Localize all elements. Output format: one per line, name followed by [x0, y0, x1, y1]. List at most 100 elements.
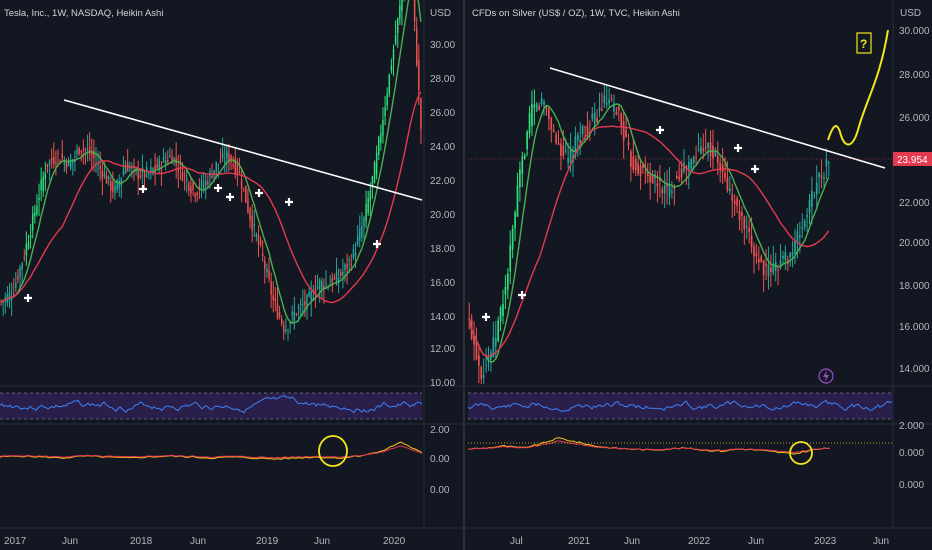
candle-body [156, 164, 158, 168]
candle-body [289, 323, 291, 325]
candle-body [211, 175, 213, 178]
candle-body [74, 156, 76, 158]
lightning-icon[interactable] [818, 368, 834, 384]
left-time-axis[interactable]: 2017 Jun 2018 Jun 2019 Jun 2020 [4, 536, 406, 547]
candle-body [152, 168, 154, 174]
left-price-tick: 10.00 [430, 378, 455, 389]
candle-body [105, 175, 108, 184]
candle-body [249, 208, 251, 221]
candle-body [38, 197, 40, 201]
candle-body [253, 224, 255, 227]
candle-body [620, 113, 623, 126]
right-price-tick: 22.000 [899, 198, 930, 209]
left-price-tick: 14.00 [430, 312, 455, 323]
candle-body [521, 156, 524, 174]
candle-body [261, 253, 264, 256]
candle-body [482, 375, 485, 378]
candle-body [158, 159, 161, 169]
signal-cross [518, 291, 526, 299]
right-price-tick: 18.000 [899, 281, 930, 292]
candle-body [278, 312, 281, 318]
right-time-axis[interactable]: Jul 2021 Jun 2022 Jun 2023 Jun [510, 536, 889, 547]
candle-body [567, 158, 569, 163]
right-currency-label: USD [900, 8, 921, 19]
right-price-axis[interactable]: 30.000 28.000 26.000 22.000 20.000 18.00… [899, 26, 930, 491]
osc-fast-line [0, 441, 423, 460]
candle-body [750, 235, 753, 248]
candle-body [323, 285, 325, 289]
candle-body [304, 301, 306, 306]
candle-body [202, 184, 205, 189]
candle-body [731, 194, 734, 201]
right-time-tick: 2023 [814, 536, 837, 547]
candle-body [574, 136, 577, 156]
candle-body [34, 212, 36, 217]
candle-body [316, 285, 319, 289]
candle-body [564, 149, 567, 152]
candle-body [683, 162, 685, 172]
candle-body [823, 177, 825, 179]
candle-body [555, 134, 557, 144]
candle-body [581, 126, 584, 134]
candle-body [36, 206, 38, 215]
candle-body [709, 142, 712, 157]
candle-body [719, 162, 722, 171]
candle-body [646, 172, 649, 176]
candle-body [232, 164, 234, 166]
candle-body [543, 101, 545, 105]
right-osc-tick: 2.000 [899, 421, 924, 432]
question-box [856, 32, 872, 54]
candle-body [468, 318, 471, 320]
candle-body [44, 173, 47, 179]
candle-body [811, 190, 813, 208]
candle-body [753, 246, 755, 257]
candle-body [264, 261, 266, 269]
candle-body [171, 156, 173, 164]
right-price-tick: 30.000 [899, 26, 930, 37]
candle-body [135, 168, 137, 173]
candle-body [825, 159, 828, 166]
candle-body [610, 97, 613, 99]
candle-body [384, 106, 386, 117]
candle-body [540, 98, 543, 104]
signal-cross [24, 294, 32, 302]
right-time-tick: Jun [624, 536, 640, 547]
candle-body [801, 227, 804, 229]
left-chart-title[interactable]: Tesla, Inc., 1W, NASDAQ, Heikin Ashi [4, 8, 163, 19]
candle-body [88, 146, 91, 155]
candle-body [148, 172, 150, 174]
candle-body [782, 256, 784, 259]
candle-body [17, 276, 19, 280]
candle-body [765, 263, 767, 266]
candle-body [475, 340, 478, 360]
candle-body [19, 267, 21, 277]
ma-fast-line [0, 0, 422, 324]
candle-body [359, 228, 361, 241]
candle-body [112, 181, 114, 193]
right-candles [468, 84, 830, 384]
candle-body [550, 118, 553, 130]
candle-body [418, 60, 420, 91]
candle-body [21, 263, 23, 270]
candle-body [93, 150, 95, 159]
left-price-axis[interactable]: 30.00 28.00 26.00 24.00 22.00 20.00 18.0… [430, 40, 455, 496]
candle-body [331, 278, 334, 286]
candle-body [707, 142, 709, 148]
candle-body [215, 161, 218, 171]
left-price-tick: 16.00 [430, 278, 455, 289]
candle-body [63, 160, 66, 164]
right-chart-title[interactable]: CFDs on Silver (US$ / OZ), 1W, TVC, Heik… [472, 8, 680, 19]
candle-body [31, 213, 34, 231]
candle-body [217, 164, 220, 166]
candle-body [598, 106, 601, 111]
candle-body [173, 158, 175, 161]
right-time-tick: Jul [510, 536, 523, 547]
candle-body [392, 49, 395, 60]
left-time-tick: Jun [62, 536, 78, 547]
last-price-badge [893, 152, 932, 166]
candle-body [526, 131, 528, 150]
left-price-tick: 20.00 [430, 210, 455, 221]
candle-body [663, 185, 666, 194]
right-price-tick: 26.000 [899, 113, 930, 124]
